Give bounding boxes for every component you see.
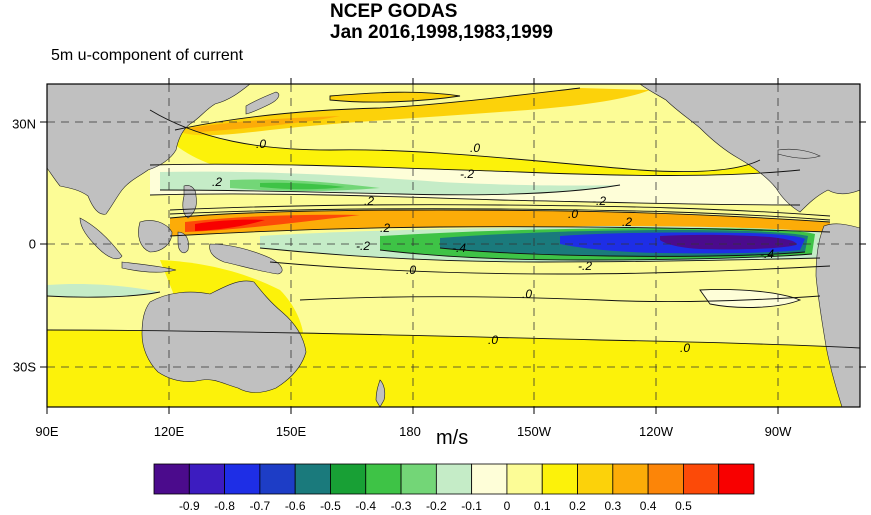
colorbar-swatch: [683, 463, 720, 495]
contour-label: -.2: [592, 194, 606, 208]
region-sec-purple: [660, 234, 797, 250]
land-asia: [47, 84, 251, 215]
colorbar-tick-label: -0.2: [426, 499, 447, 513]
contour-label: .2: [364, 194, 374, 208]
colorbar: [153, 463, 755, 495]
land-java: [121, 261, 177, 273]
land-newzealand: [375, 379, 386, 407]
region-green-north-3: [260, 182, 345, 190]
contour-label: .2: [380, 221, 390, 235]
x-tick-label: 120E: [153, 424, 185, 439]
tick-marks: [40, 78, 866, 414]
land-australia: [141, 280, 307, 393]
colorbar-swatch: [718, 463, 755, 495]
y-tick-label: 30S: [12, 359, 36, 375]
land-japan: [245, 91, 280, 115]
contour-label: .2: [212, 175, 222, 189]
region-kuroshio-core: [190, 116, 340, 132]
colorbar-swatch: [224, 463, 261, 495]
colorbar-swatch: [153, 463, 190, 495]
contour-label: .0: [406, 263, 416, 277]
colorbar-swatch: [400, 463, 437, 495]
title-line-1: NCEP GODAS: [330, 1, 458, 22]
colorbar-swatch: [294, 463, 331, 495]
region-kuroshio: [175, 88, 650, 136]
colorbar-tick-label: -0.4: [355, 499, 377, 513]
land-newguinea: [209, 243, 283, 275]
land-sumatra: [79, 217, 123, 260]
colorbar-tick-label: -0.8: [214, 499, 235, 513]
colorbar-tick-label: -0.3: [390, 499, 412, 513]
colorbar-swatch: [365, 463, 402, 495]
land-sulawesi: [177, 231, 189, 254]
contour-label: -.2: [460, 167, 474, 181]
x-tick-label: 90W: [764, 424, 792, 439]
colorbar-tick-label: 0.1: [533, 499, 551, 513]
title-line-2: Jan 2016,1998,1983,1999: [330, 22, 553, 43]
colorbar-tick-label: -0.6: [284, 499, 306, 513]
colorbar-tick-label: -0.9: [178, 499, 200, 513]
map-frame: [46, 83, 861, 408]
land-north-america: [639, 84, 860, 213]
x-tick-label: 150W: [517, 424, 551, 439]
colorbar-swatch: [647, 463, 684, 495]
x-tick-label: 150E: [275, 424, 307, 439]
region-jet-red: [195, 219, 265, 231]
colorbar-tick-label: 0.5: [675, 499, 692, 513]
map-subtitle: 5m u-component of current: [51, 47, 244, 64]
colorbar-swatch: [435, 463, 473, 495]
colorbar-swatch: [259, 463, 296, 495]
colorbar-swatch: [188, 463, 225, 495]
units-label: m/s: [436, 427, 469, 449]
colorbar-tick-label: 0.4: [639, 499, 657, 513]
x-tick-label: 120W: [639, 424, 673, 439]
contour-label: -.4: [760, 247, 774, 261]
colorbar-tick-label: -0.1: [461, 499, 482, 513]
colorbar-swatch: [577, 463, 614, 495]
contour-label: .0: [470, 141, 480, 155]
colorbar-tick-label: -0.7: [249, 499, 271, 513]
contour-label: .0: [488, 333, 498, 347]
colorbar-swatch: [471, 463, 508, 495]
gridlines: [47, 84, 860, 407]
colorbar-swatch: [541, 463, 578, 495]
contour-lines: [47, 87, 860, 349]
contour-label: -.2: [356, 239, 370, 253]
colorbar-swatch: [330, 463, 367, 495]
land-cuba: [777, 148, 821, 159]
colorbar-tick-label: -0.5: [320, 499, 341, 513]
contour-label: .0: [256, 137, 266, 151]
y-tick-label: 30N: [12, 116, 36, 132]
contour-label: .0: [568, 207, 578, 221]
contour-label: -.2: [578, 259, 592, 273]
land-philippines: [182, 185, 197, 219]
contour-label-group: .0 .0 .2 -.2 .2 -.2 .0 .2 -.2 -.4 .0 -.2…: [212, 137, 774, 355]
contour-label: .0: [522, 287, 532, 301]
colorbar-swatch: [506, 463, 543, 495]
x-tick-label: 180: [399, 424, 421, 439]
contour-label: .0: [680, 341, 690, 355]
land: [47, 84, 860, 407]
x-tick-label: 90E: [35, 424, 59, 439]
colorbar-swatch: [612, 463, 649, 495]
y-tick-label: 0: [28, 236, 36, 252]
region-south-pale-2: [47, 283, 160, 298]
contour-label: .2: [622, 215, 632, 229]
colorbar-tick-label: 0: [503, 499, 511, 513]
colorbar-tick-label: 0.3: [604, 499, 622, 513]
colorbar-tick-label: 0.2: [569, 499, 586, 513]
map-title: NCEP GODAS Jan 2016,1998,1983,1999: [330, 1, 553, 43]
contour-label: -.4: [452, 241, 466, 255]
